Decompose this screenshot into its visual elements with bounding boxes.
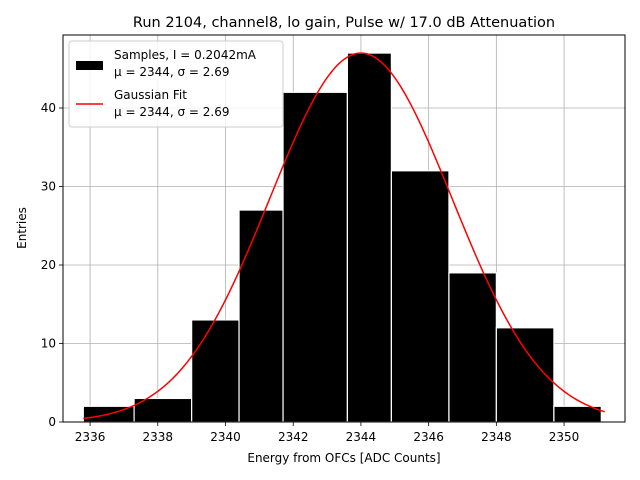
y-tick-label: 0 [48,415,56,429]
histogram-bar-1 [133,397,193,423]
x-axis-label: Energy from OFCs [ADC Counts] [247,451,440,465]
plot-frame [62,34,626,423]
histogram-bar-7 [448,272,497,423]
x-tick-label: 2338 [143,430,174,444]
y-tick-label: 10 [41,337,56,351]
x-axis-ticks: 2336 2338 2340 2342 2344 2346 2348 2350 [75,422,580,444]
histogram-bar-4 [282,91,348,423]
legend-stats-samples: μ = 2344, σ = 2.69 [114,65,230,79]
histogram-bar-6 [390,170,450,423]
histogram-bar-5 [346,52,392,423]
chart-title: Run 2104, channel8, lo gain, Pulse w/ 17… [133,15,555,31]
legend-swatch-samples [76,61,103,70]
legend-label-samples: Samples, I = 0.2042mA [114,48,257,62]
x-tick-label: 2344 [346,430,377,444]
x-tick-label: 2342 [278,430,309,444]
gaussian-fit-line [83,52,605,420]
x-tick-label: 2346 [413,430,444,444]
x-tick-label: 2348 [481,430,512,444]
gaussian-fit [83,52,605,420]
legend-label-fit: Gaussian Fit [114,88,187,102]
x-tick-label: 2350 [549,430,580,444]
histogram-bar-3 [238,209,284,423]
legend-box [68,40,284,128]
x-tick-label: 2336 [75,430,106,444]
y-tick-label: 20 [41,258,56,272]
y-axis-label: Entries [15,207,29,249]
y-tick-label: 40 [41,101,56,115]
x-tick-label: 2340 [210,430,241,444]
y-tick-label: 30 [41,180,56,194]
legend: Samples, I = 0.2042mA μ = 2344, σ = 2.69… [68,40,284,128]
y-axis-ticks: 0 10 20 30 40 [41,101,63,429]
legend-stats-fit: μ = 2344, σ = 2.69 [114,105,230,119]
histogram-bar-8 [495,327,555,423]
histogram-bar-2 [191,319,240,423]
